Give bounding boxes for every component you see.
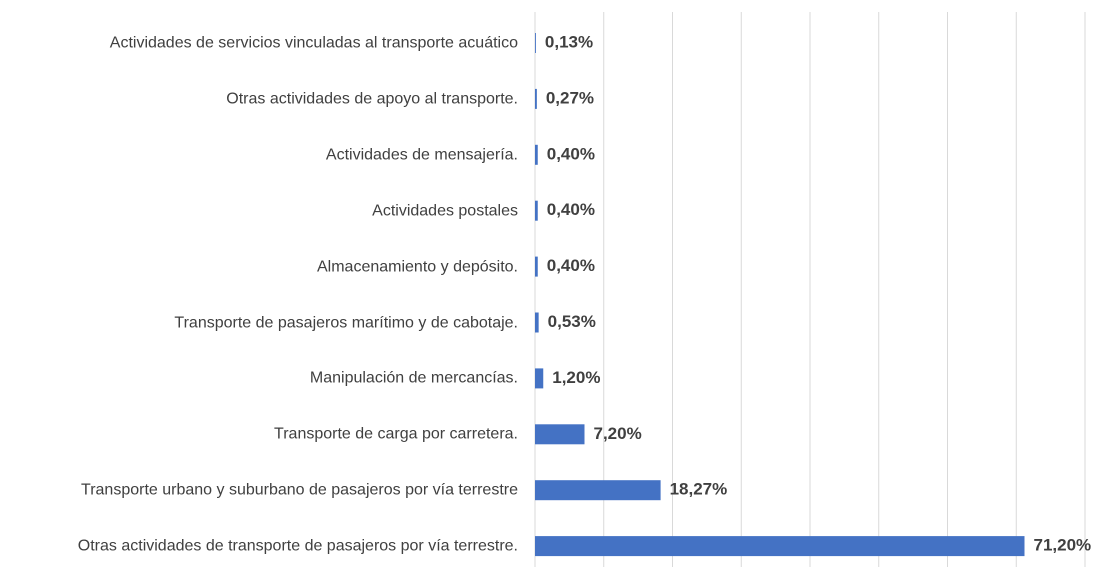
bar xyxy=(535,424,585,445)
value-label: 0,13% xyxy=(545,32,593,51)
value-label: 0,40% xyxy=(547,256,595,275)
value-label: 0,53% xyxy=(548,312,596,331)
bar xyxy=(535,480,661,501)
category-label: Transporte de pasajeros marítimo y de ca… xyxy=(0,313,518,332)
category-label: Transporte de carga por carretera. xyxy=(0,425,518,444)
bar xyxy=(535,312,539,333)
value-label: 0,27% xyxy=(546,88,594,107)
category-text: Actividades postales xyxy=(372,202,518,220)
bar xyxy=(535,88,537,109)
category-text: Transporte urbano y suburbano de pasajer… xyxy=(81,481,518,499)
category-label: Actividades postales xyxy=(0,201,518,220)
category-label: Almacenamiento y depósito. xyxy=(0,257,518,276)
value-label: 0,40% xyxy=(547,144,595,163)
bar xyxy=(535,200,538,221)
category-label: Actividades de servicios vinculadas al t… xyxy=(0,34,518,53)
bar xyxy=(535,536,1025,557)
category-text: Almacenamiento y depósito. xyxy=(317,258,518,276)
category-text: Transporte de pasajeros marítimo y de ca… xyxy=(174,314,518,331)
value-label: 18,27% xyxy=(670,480,728,499)
category-label: Transporte urbano y suburbano de pasajer… xyxy=(0,481,518,500)
bar xyxy=(535,144,538,165)
category-text: Otras actividades de transporte de pasaj… xyxy=(77,537,518,555)
value-label: 71,20% xyxy=(1034,536,1092,555)
category-text: Manipulación de mercancías. xyxy=(309,369,518,387)
category-label: Otras actividades de apoyo al transporte… xyxy=(0,89,518,108)
category-text: Actividades de mensajería. xyxy=(325,146,518,164)
bar xyxy=(535,33,536,53)
value-label: 7,20% xyxy=(594,424,642,443)
category-label: Manipulación de mercancías. xyxy=(0,369,518,388)
value-label: 0,40% xyxy=(547,200,595,219)
category-label: Otras actividades de transporte de pasaj… xyxy=(0,537,518,556)
category-text: Transporte de carga por carretera. xyxy=(274,425,518,443)
bar xyxy=(535,368,544,389)
bar xyxy=(535,256,538,277)
category-label: Actividades de mensajería. xyxy=(0,145,518,164)
category-text: Otras actividades de apoyo al transporte… xyxy=(226,90,518,108)
value-label: 1,20% xyxy=(552,368,600,387)
category-text: Actividades de servicios vinculadas al t… xyxy=(109,34,518,52)
